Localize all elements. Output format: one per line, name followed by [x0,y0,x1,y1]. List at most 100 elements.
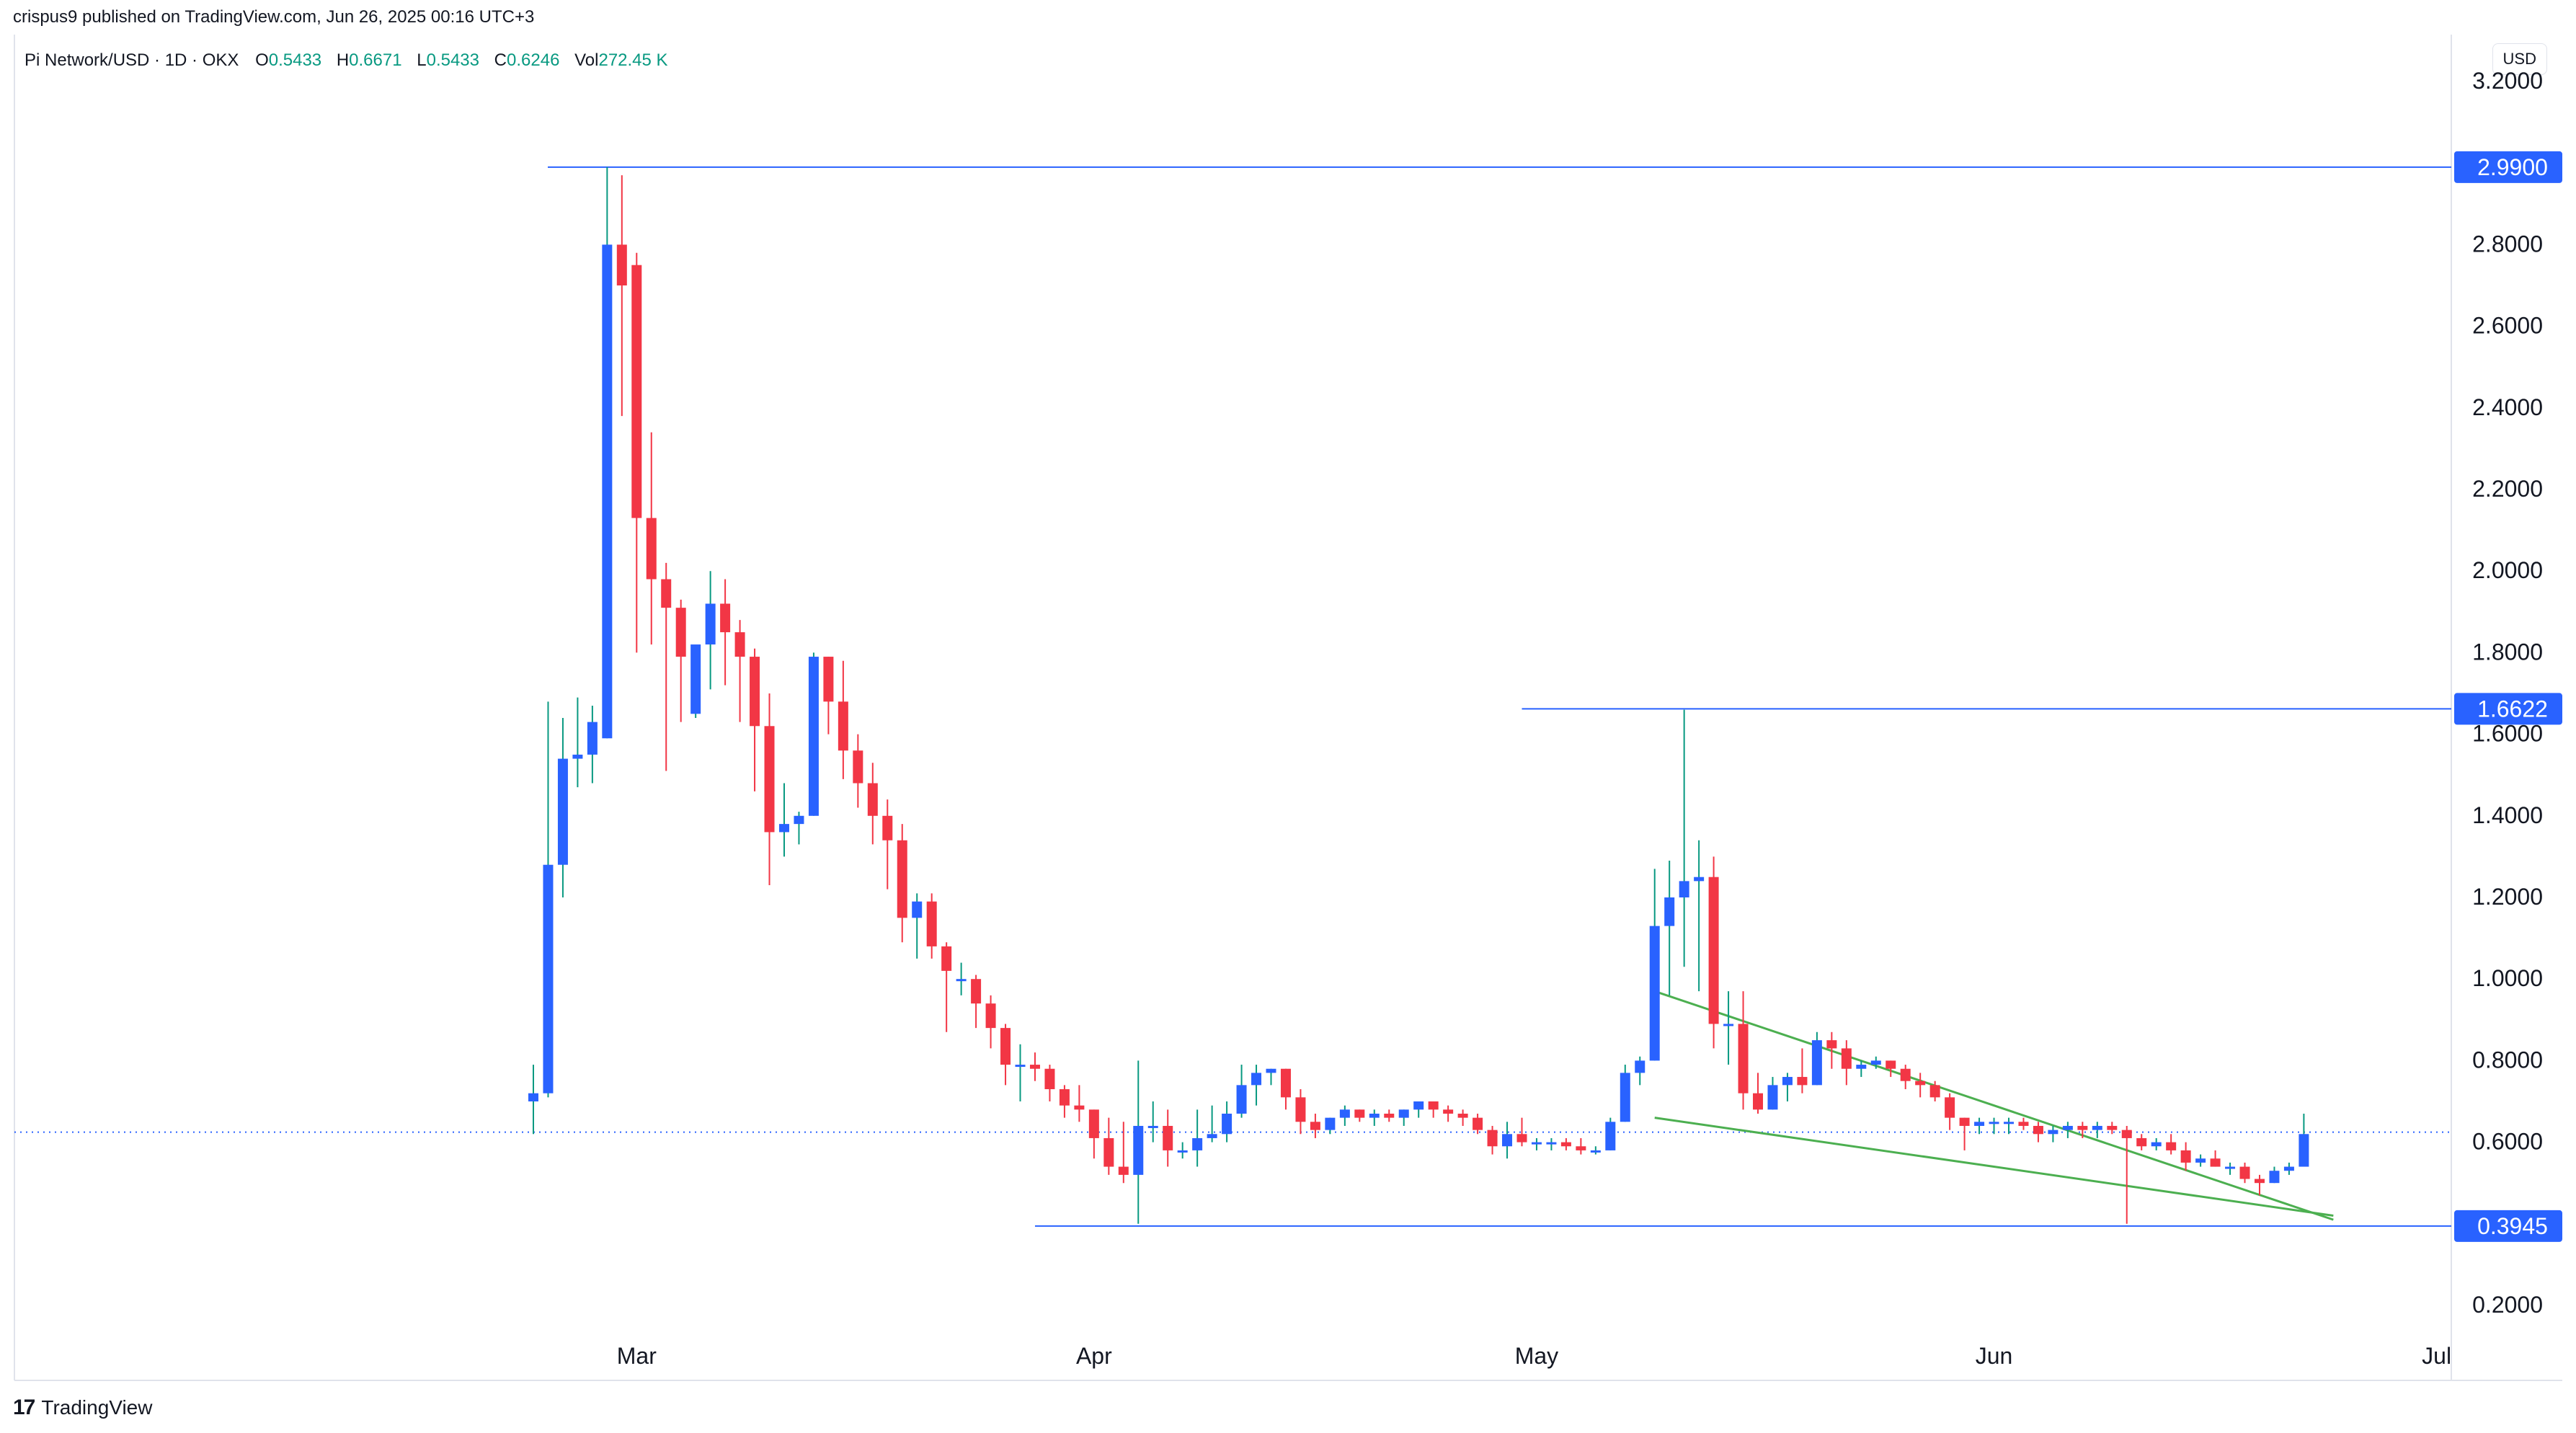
y-tick-label: 1.0000 [2472,965,2543,991]
candle-body [985,1003,996,1029]
candle-body [956,979,967,982]
candle-body [1886,1060,1896,1069]
y-tick-label: 0.6000 [2472,1129,2543,1155]
candle-body [705,603,716,645]
x-tick-label: May [1515,1343,1558,1369]
candle-body [1266,1068,1276,1073]
candle-body [838,701,848,751]
candle-body [1118,1166,1129,1175]
wedge-upper-trendline[interactable] [1654,990,2334,1221]
candle-body [1531,1142,1542,1145]
level-price-label: 0.3945 [2477,1213,2548,1239]
currency-button[interactable]: USD [2492,43,2547,75]
candle-body [1147,1125,1158,1128]
candle-body [1605,1122,1616,1150]
y-tick-label: 1.8000 [2472,639,2543,665]
candle-body [2239,1166,2250,1179]
candle-body [734,632,745,657]
candle-body [2018,1122,2029,1126]
close-label: C [494,50,507,70]
candle-body [1856,1065,1867,1069]
x-tick-label: Jun [1976,1343,2013,1369]
x-tick-label: Jul [2422,1343,2451,1369]
candle-body [778,824,789,833]
volume-label: Vol [574,50,599,70]
tradingview-branding[interactable]: 17 TradingView [13,1396,152,1420]
candle-body [750,657,760,727]
candle-body [1339,1109,1350,1118]
level-price-label: 2.9900 [2477,154,2548,180]
candle-body [1207,1134,1217,1138]
candle-body [528,1093,538,1101]
y-tick-label: 2.8000 [2472,231,2543,257]
high-value: 0.6671 [349,50,402,70]
candle-body [1945,1097,1955,1118]
candle-body [1649,926,1660,1061]
candle-body [1974,1122,1985,1126]
close-value: 0.6246 [507,50,560,70]
candle-body [572,754,583,759]
y-tick-label: 3.2000 [2472,68,2543,94]
candle-body [1280,1068,1291,1098]
candle-body [2048,1130,2058,1135]
candle-body [1723,1024,1734,1026]
candle-body [1767,1085,1778,1110]
candle-body [1192,1137,1203,1150]
x-tick-label: Mar [617,1343,657,1369]
wedge-lower-trendline[interactable] [1654,1117,2334,1217]
candle-body [897,840,907,918]
candle-body [1295,1097,1306,1122]
candle-body [1694,877,1705,882]
tradingview-brand-text: TradingView [41,1396,153,1419]
candle-body [1103,1137,1114,1167]
high-label: H [336,50,350,70]
candle-body [1664,897,1675,926]
candle-body [1044,1068,1055,1090]
candle-body [2299,1134,2309,1167]
candle-body [823,657,834,702]
candle-body [720,603,731,633]
candle-body [646,518,657,580]
candle-body [1826,1040,1837,1049]
candle-body [690,644,701,714]
candle-body [1088,1109,1099,1138]
candle-body [543,864,554,1093]
candle-body [1620,1073,1630,1122]
low-label: L [417,50,427,70]
candle-body [675,608,686,657]
candle-body [1516,1134,1527,1143]
candle-body [1782,1077,1793,1086]
candle-body [2180,1150,2191,1163]
y-tick-label: 0.2000 [2472,1292,2543,1318]
candle-body [1811,1040,1822,1086]
candle-body [2077,1125,2088,1130]
candle-body [2136,1137,2147,1147]
candle-body [2151,1142,2162,1147]
y-tick-label: 2.2000 [2472,476,2543,502]
candle-body [1753,1093,1764,1110]
candle-body [2062,1125,2073,1130]
candle-body [1398,1109,1409,1118]
level-price-badge [2454,693,2562,725]
y-tick-label: 2.0000 [2472,557,2543,583]
level-price-badge [2454,1210,2562,1242]
candle-body [1487,1130,1498,1147]
candle-body [602,244,613,739]
candle-body [1222,1113,1233,1135]
level-price-label: 1.6622 [2477,696,2548,722]
candle-body [1457,1113,1468,1118]
low-value: 0.5433 [426,50,479,70]
candle-body [1590,1150,1601,1153]
candle-body [1635,1060,1645,1073]
symbol-title[interactable]: Pi Network/USD · 1D · OKX [25,50,239,70]
candle-body [808,657,819,816]
x-tick-label: Apr [1076,1343,1112,1369]
candle-body [1841,1048,1852,1069]
candle-body [2225,1166,2236,1169]
y-tick-label: 2.6000 [2472,313,2543,339]
candle-body [2195,1158,2206,1163]
candle-body [1177,1150,1188,1153]
y-tick-label: 0.8000 [2472,1047,2543,1073]
candle-body [1546,1142,1557,1145]
